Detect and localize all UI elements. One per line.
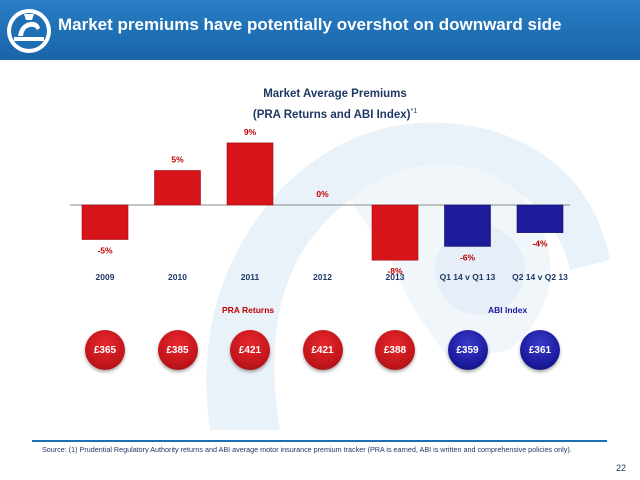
brand-logo-icon: [7, 9, 51, 53]
bar-q1-14-v-q1-13: [444, 204, 491, 247]
value-label: -4%: [532, 239, 548, 249]
premium-change-chart: -5% 2009 5% 2010 9% 2011 0% 2012 -8%2013 -6% Q1 14…: [70, 127, 570, 282]
value-label: 0%: [316, 189, 329, 199]
category-tick-label: Q1 14 v Q1 13: [440, 272, 496, 282]
premium-circle: £385: [157, 330, 198, 370]
premium-circle: £421: [302, 330, 343, 370]
value-label: 9%: [244, 127, 257, 137]
category-tick-label: Q2 14 v Q2 13: [512, 272, 568, 282]
chart-title: Market Average Premiums (PRA Returns and…: [200, 86, 470, 124]
header-bar: Market premiums have potentially oversho…: [0, 0, 640, 60]
bar-2009: [81, 204, 129, 240]
value-label: 5%: [171, 155, 184, 165]
pra-returns-label: PRA Returns: [222, 305, 275, 315]
chart-title-line2: (PRA Returns and ABI Index): [252, 108, 411, 121]
category-tick-label: 2012: [313, 272, 332, 282]
category-tick-label: 2013: [386, 272, 405, 282]
bar-q2-14-v-q2-13: [516, 204, 564, 233]
page-title: Market premiums have potentially oversho…: [58, 15, 562, 34]
chart-title-line1: Market Average Premiums: [263, 88, 407, 100]
bar-2011: [226, 142, 274, 206]
value-label: -8%: [387, 266, 403, 276]
premium-circle: £359: [447, 330, 488, 370]
category-tick-label: 2009: [96, 272, 115, 282]
premium-circle: £421: [230, 330, 270, 370]
premium-circle: £388: [375, 330, 415, 370]
category-tick-label: 2010: [168, 272, 187, 282]
bar-2010: [154, 170, 201, 206]
premium-circle: £361: [520, 330, 560, 370]
category-tick-label: 2011: [241, 272, 260, 282]
source-note: Source: (1) Prudential Regulatory Author…: [42, 445, 572, 454]
abi-index-label: ABI Index: [488, 305, 528, 315]
value-label: -5%: [97, 246, 113, 256]
premium-circle: £365: [85, 330, 125, 370]
chart-title-note: *1: [410, 108, 418, 115]
value-label: -6%: [460, 252, 476, 262]
bar-2013: [371, 204, 419, 261]
footer-divider: [32, 440, 607, 442]
page-number: 22: [615, 463, 626, 473]
